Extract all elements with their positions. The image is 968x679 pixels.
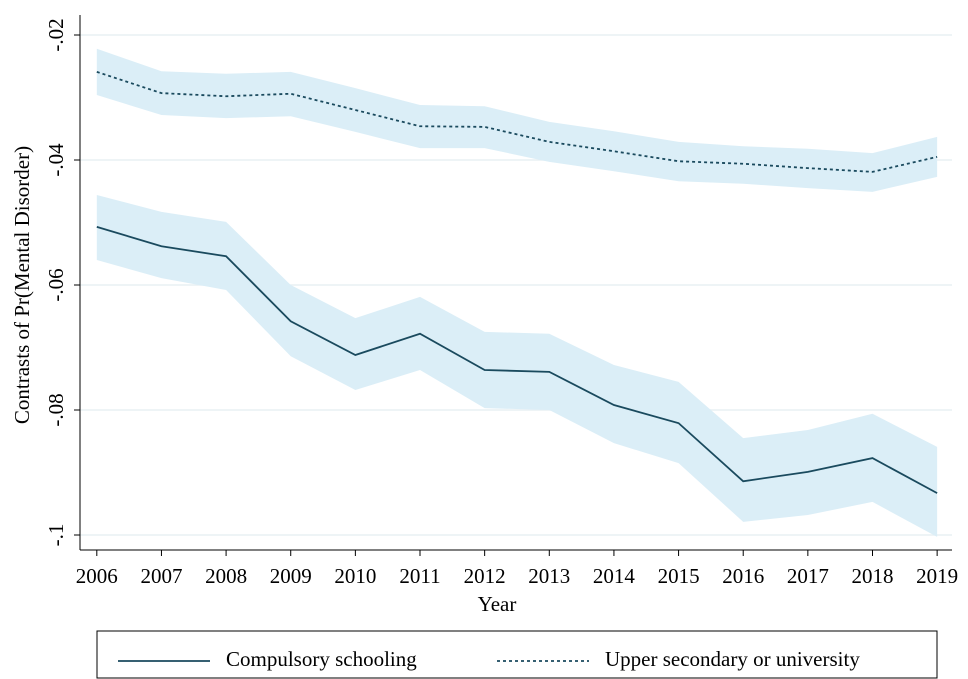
x-tick-label: 2010 xyxy=(334,564,376,588)
x-tick-label: 2017 xyxy=(787,564,829,588)
x-tick-label: 2009 xyxy=(270,564,312,588)
x-tick-label: 2018 xyxy=(851,564,893,588)
x-tick-label: 2019 xyxy=(916,564,958,588)
y-tick-label: -.08 xyxy=(44,393,68,426)
series-line xyxy=(96,226,938,494)
y-tick-label: -.04 xyxy=(44,143,68,177)
legend-box xyxy=(96,630,938,679)
x-tick-label: 2014 xyxy=(593,564,636,588)
legend-label: Compulsory schooling xyxy=(226,647,417,671)
y-tick-label: -.1 xyxy=(44,524,68,547)
x-tick-label: 2006 xyxy=(76,564,118,588)
x-tick-label: 2011 xyxy=(399,564,440,588)
y-axis-title: Contrasts of Pr(Mental Disorder) xyxy=(10,146,34,424)
series-line xyxy=(96,71,938,173)
x-tick-label: 2015 xyxy=(658,564,700,588)
y-tick-label: -.02 xyxy=(44,18,68,51)
legend-label: Upper secondary or university xyxy=(605,647,860,671)
x-tick-label: 2008 xyxy=(205,564,247,588)
confidence-band xyxy=(96,48,938,192)
x-tick-label: 2013 xyxy=(528,564,570,588)
x-axis-title: Year xyxy=(478,592,517,616)
x-tick-label: 2012 xyxy=(464,564,506,588)
x-tick-label: 2007 xyxy=(140,564,182,588)
y-tick-label: -.06 xyxy=(44,268,68,301)
x-tick-label: 2016 xyxy=(722,564,764,588)
confidence-band xyxy=(96,195,938,537)
